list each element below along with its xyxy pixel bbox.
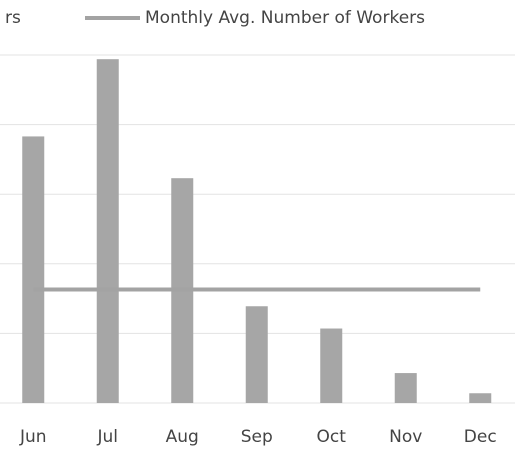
x-tick-label: Aug xyxy=(166,427,199,447)
bar xyxy=(320,328,343,403)
bar xyxy=(394,373,417,403)
legend-label: rs xyxy=(5,8,21,28)
x-tick-label: Nov xyxy=(389,427,422,447)
x-tick-label: Jun xyxy=(19,427,47,447)
bar xyxy=(469,393,492,403)
x-tick-label: Dec xyxy=(464,427,497,447)
bar xyxy=(245,306,268,403)
legend-label: Monthly Avg. Number of Workers xyxy=(145,8,425,28)
x-tick-label: Jul xyxy=(96,427,118,447)
x-tick-label: Sep xyxy=(241,427,273,447)
bar xyxy=(22,136,45,403)
x-tick-label: Oct xyxy=(317,427,347,447)
bar xyxy=(96,59,119,404)
